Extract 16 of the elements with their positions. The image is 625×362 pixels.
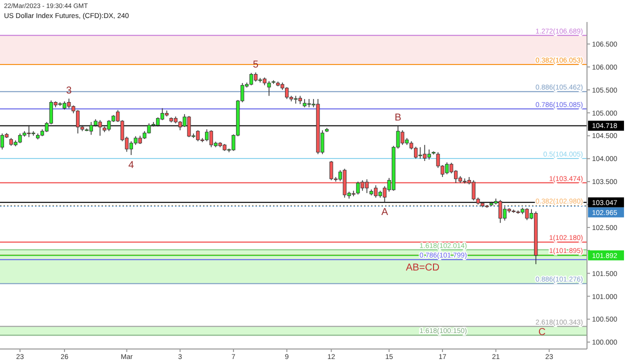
annotation: 4 xyxy=(128,160,134,171)
candlestick xyxy=(204,128,209,142)
annotation: A xyxy=(381,207,388,218)
candlestick xyxy=(418,146,422,160)
candlestick xyxy=(374,184,378,198)
annotation: B xyxy=(394,112,402,124)
candlestick xyxy=(209,130,214,148)
band-label: AB=CD xyxy=(406,262,440,274)
candlestick xyxy=(498,200,502,224)
candlestick xyxy=(427,149,431,160)
candlestick xyxy=(414,146,418,160)
candlestick xyxy=(329,160,334,181)
candlestick xyxy=(0,133,4,150)
candlestick xyxy=(254,72,258,82)
band-label: C xyxy=(538,326,546,338)
candlestick xyxy=(249,72,254,86)
